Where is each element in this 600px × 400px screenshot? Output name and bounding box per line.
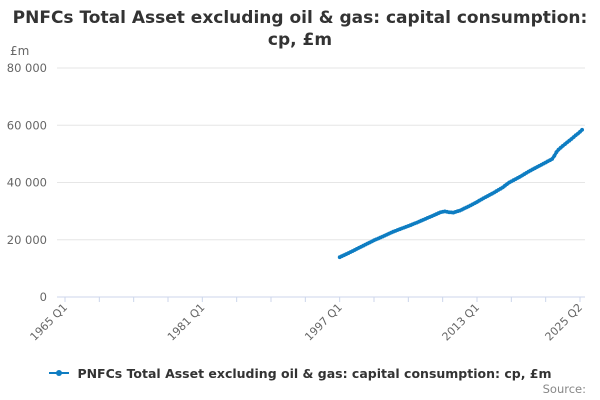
y-tick-label: 40 000: [7, 176, 47, 190]
chart-title: PNFCs Total Asset excluding oil & gas: c…: [0, 7, 600, 51]
line-chart: 0 20 000 40 000 60 000 80 000 1965 Q1 1981 Q1 1…: [7, 61, 586, 344]
legend-item[interactable]: PNFCs Total Asset excluding oil & gas: c…: [0, 363, 600, 383]
x-tick-label: 2025 Q2: [543, 301, 586, 344]
series-point: [550, 157, 554, 161]
source-label: Source:: [542, 382, 586, 396]
y-tick-label: 80 000: [7, 61, 47, 75]
series-point: [554, 150, 559, 155]
y-axis-unit-label: £m: [10, 44, 30, 58]
x-tick-label: 1981 Q1: [165, 301, 208, 344]
y-tick-label: 60 000: [7, 118, 47, 132]
legend-line-marker-icon: [49, 370, 70, 376]
y-tick-label: 0: [40, 290, 47, 304]
x-tick-label: 1965 Q1: [28, 301, 71, 344]
x-tick-label: 2013 Q1: [440, 301, 483, 344]
chart-title-line1: PNFCs Total Asset excluding oil & gas: c…: [12, 8, 588, 28]
series-point: [580, 127, 584, 132]
y-tick-label: 20 000: [7, 233, 47, 247]
x-tick-label: 1997 Q1: [302, 301, 345, 344]
legend-label: PNFCs Total Asset excluding oil & gas: c…: [77, 365, 552, 381]
chart-title-line2: cp, £m: [267, 30, 333, 50]
series-point: [552, 154, 557, 158]
